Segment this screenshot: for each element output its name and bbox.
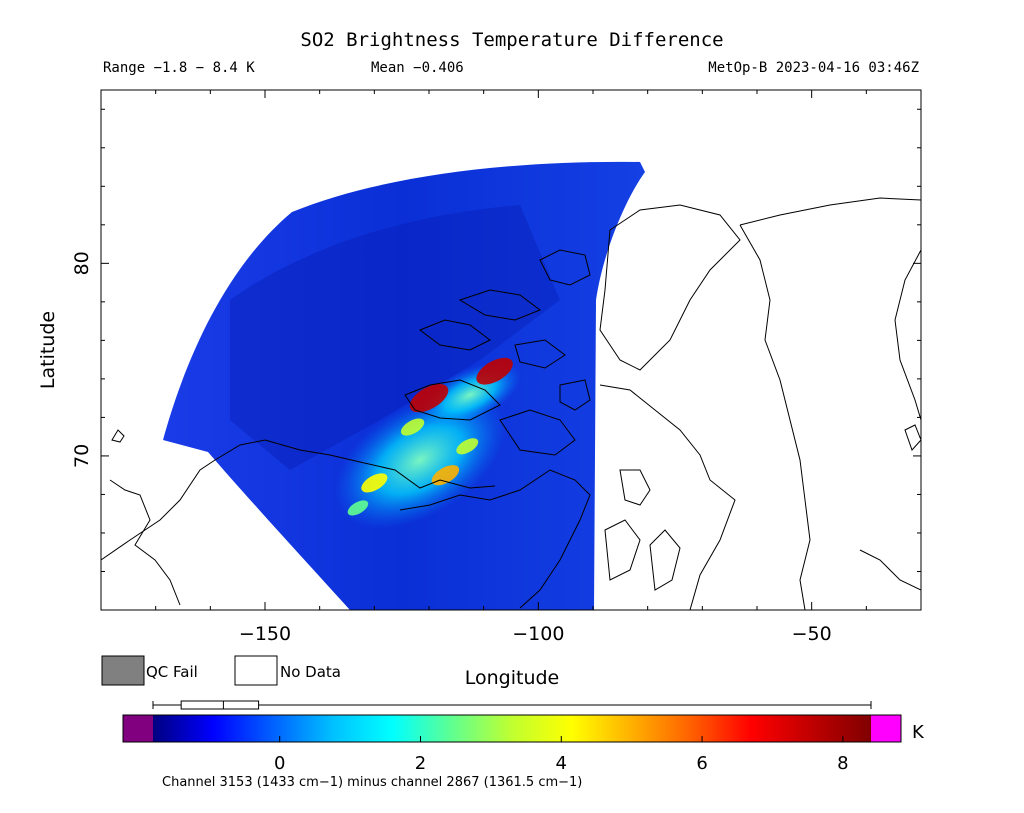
x-axis-label: Longitude — [465, 667, 560, 689]
hotspot-mark — [361, 473, 388, 493]
qc-fail-label: QC Fail — [146, 663, 198, 681]
chart-title: SO2 Brightness Temperature Difference — [300, 29, 723, 51]
x-axis-ticks: −150 −100 −50 — [155, 90, 867, 645]
colorbar-unit: K — [912, 722, 925, 743]
y-tick-label: 70 — [71, 444, 93, 468]
plume-glow — [334, 391, 506, 529]
hotspot-mark — [347, 500, 369, 516]
range-text: Range −1.8 − 8.4 K — [103, 60, 255, 76]
colorbar-underflow — [123, 715, 153, 742]
colorbar-gradient — [153, 715, 871, 742]
colorbar-tick-label: 4 — [556, 753, 567, 774]
hotspot-mark — [400, 418, 425, 436]
satellite-swath — [163, 161, 645, 610]
colorbar-tick-label: 8 — [837, 753, 848, 774]
swath-low-values — [230, 205, 560, 470]
no-data-label: No Data — [280, 663, 341, 681]
mean-text: Mean −0.406 — [371, 60, 464, 76]
no-data-swatch — [234, 655, 278, 686]
hotspot-mark — [476, 357, 513, 385]
map-plot-area: −150 −100 −50 70 80 — [71, 89, 922, 645]
hotspot-group — [347, 357, 513, 516]
plot-frame — [100, 89, 922, 611]
colorbar-frame — [122, 714, 902, 743]
x-tick-label: −50 — [792, 623, 832, 645]
y-axis-label: Latitude — [37, 311, 59, 389]
colorbar-ticks: 0 2 4 6 8 — [274, 736, 849, 774]
y-axis-ticks: 70 80 — [71, 108, 921, 611]
qc-fail-swatch — [101, 655, 145, 686]
hotspot-mark — [456, 438, 479, 455]
x-tick-label: −150 — [239, 623, 291, 645]
x-tick-label: −100 — [512, 623, 564, 645]
colorbar-overflow — [871, 715, 901, 742]
channel-text: Channel 3153 (1433 cm−1) minus channel 2… — [162, 775, 582, 790]
boxplot — [152, 700, 872, 710]
boxplot-box — [180, 700, 260, 710]
satellite-time-text: MetOp-B 2023-04-16 03:46Z — [708, 60, 919, 76]
colorbar-tick-label: 2 — [415, 753, 426, 774]
colorbar-tick-label: 0 — [274, 753, 285, 774]
y-tick-label: 80 — [71, 251, 93, 275]
hotspot-mark — [409, 384, 449, 413]
colorbar — [122, 714, 902, 743]
coastlines — [101, 197, 921, 610]
colorbar-tick-label: 6 — [696, 753, 707, 774]
